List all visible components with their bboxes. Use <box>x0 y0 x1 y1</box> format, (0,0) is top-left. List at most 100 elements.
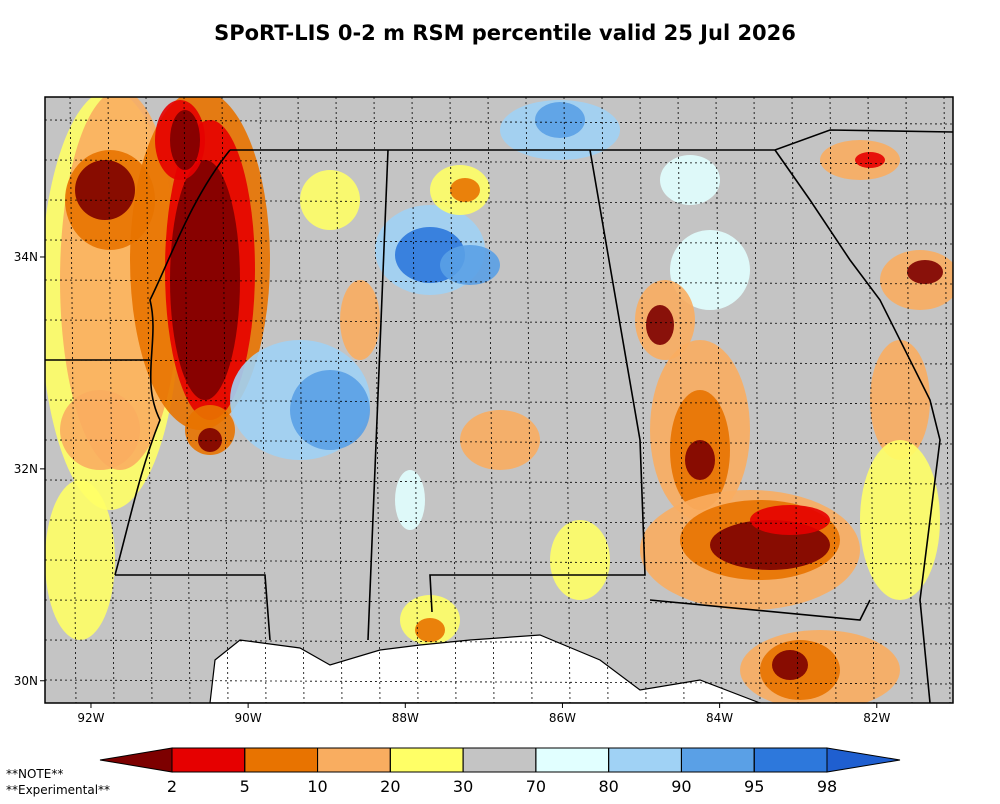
county-line <box>829 97 837 703</box>
x-tick-label: 84W <box>706 711 733 725</box>
colorbar-segment <box>389 747 464 773</box>
state-boundary <box>367 149 389 641</box>
note: **Experimental** <box>6 783 110 797</box>
state-boundary <box>230 129 953 151</box>
county-line <box>297 97 305 703</box>
note: **NOTE** <box>6 767 63 781</box>
field-patch <box>535 102 585 138</box>
county-line <box>107 97 115 703</box>
field-patch <box>170 160 240 400</box>
colorbar-label: 98 <box>817 777 837 796</box>
county-line <box>373 97 381 703</box>
field-patch <box>860 440 940 600</box>
water <box>209 634 761 703</box>
colorbar-segment <box>680 747 755 773</box>
colorbar-end <box>99 747 173 773</box>
county-line <box>45 599 953 605</box>
field-patch <box>660 155 720 205</box>
colorbar-segment <box>535 747 610 773</box>
x-tick-label: 88W <box>392 711 419 725</box>
county-line <box>867 97 875 703</box>
y-tick-label: 34N <box>14 250 38 264</box>
state-boundary <box>114 149 231 576</box>
x-tick-label: 82W <box>863 711 890 725</box>
field-patch <box>300 170 360 230</box>
state-boundary <box>429 149 646 613</box>
county-line <box>943 97 951 703</box>
field-patch <box>45 480 115 640</box>
field-patch <box>340 280 380 360</box>
state-boundary <box>115 574 271 641</box>
county-line <box>411 97 419 703</box>
colorbar-label: 70 <box>526 777 546 796</box>
county-line <box>45 639 953 645</box>
colorbar-label: 5 <box>240 777 250 796</box>
field-patch <box>460 410 540 470</box>
county-line <box>715 97 723 703</box>
colorbar-segment <box>753 747 828 773</box>
field-patch <box>198 428 222 452</box>
county-line <box>45 119 953 125</box>
county-line <box>45 399 953 405</box>
colorbar-label: 95 <box>744 777 764 796</box>
colorbar-label: 10 <box>307 777 327 796</box>
y-tick-label: 30N <box>14 674 38 688</box>
y-tick-label: 32N <box>14 462 38 476</box>
field-patch <box>670 230 750 310</box>
county-line <box>639 97 647 703</box>
x-tick-label: 90W <box>235 711 262 725</box>
field-patch <box>440 245 500 285</box>
county-line <box>45 359 953 365</box>
state-boundary <box>649 599 871 621</box>
county-line <box>45 239 953 245</box>
field-patch <box>772 650 808 680</box>
colorbar-segment <box>462 747 537 773</box>
field-patch <box>395 470 425 530</box>
county-line <box>45 479 953 485</box>
colorbar-segment <box>171 747 246 773</box>
county-line <box>183 97 191 703</box>
field-patch <box>550 520 610 600</box>
field-patch <box>415 618 445 642</box>
county-line <box>45 519 953 525</box>
county-line <box>145 97 153 703</box>
field-patch <box>855 152 885 168</box>
field-patch <box>60 390 140 470</box>
colorbar-end <box>826 747 901 773</box>
county-line <box>791 97 799 703</box>
county-line <box>45 679 953 685</box>
county-line <box>45 159 953 165</box>
county-line <box>677 97 685 703</box>
field-patch <box>450 178 480 202</box>
title: SPoRT-LIS 0-2 m RSM percentile valid 25 … <box>214 21 796 45</box>
colorbar-label: 90 <box>671 777 691 796</box>
colorbar-label: 30 <box>453 777 473 796</box>
field-patch <box>290 370 370 450</box>
map <box>45 97 953 703</box>
colorbar-label: 80 <box>598 777 618 796</box>
colorbar-segment <box>244 747 319 773</box>
x-tick-label: 86W <box>549 711 576 725</box>
county-line <box>45 559 953 565</box>
county-line <box>753 97 761 703</box>
field-patch <box>75 160 135 220</box>
county-line <box>69 97 77 703</box>
county-line <box>563 97 571 703</box>
colorbar-segment <box>317 747 391 773</box>
field-patch <box>170 110 200 170</box>
field-patch <box>750 505 830 535</box>
county-line <box>487 97 495 703</box>
county-line <box>221 97 229 703</box>
county-line <box>45 439 953 445</box>
county-line <box>45 319 953 325</box>
colorbar-label: 20 <box>380 777 400 796</box>
county-line <box>259 97 267 703</box>
map-frame <box>44 96 954 704</box>
x-tick-label: 92W <box>77 711 104 725</box>
colorbar-segment <box>608 747 682 773</box>
field-patch <box>907 260 943 284</box>
field-patch <box>685 440 715 480</box>
county-line <box>601 97 609 703</box>
county-line <box>45 279 953 285</box>
